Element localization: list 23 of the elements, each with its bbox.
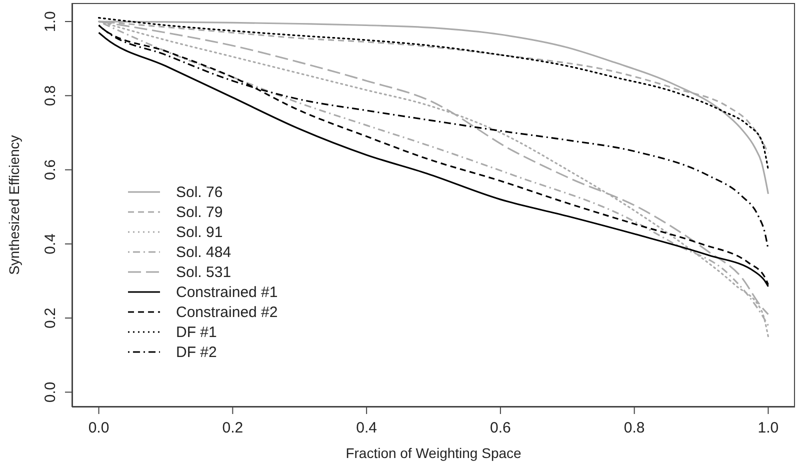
- x-axis-title: Fraction of Weighting Space: [346, 445, 522, 461]
- x-tick-label: 0.0: [88, 420, 110, 437]
- y-tick-label: 1.0: [42, 11, 59, 32]
- y-tick-label: 0.2: [42, 308, 59, 328]
- legend-label: Sol. 531: [176, 264, 232, 280]
- legend-label: DF #1: [176, 324, 217, 340]
- y-tick-label: 0.8: [42, 85, 59, 106]
- legend-label: Constrained #1: [176, 284, 278, 300]
- legend-label: Sol. 91: [176, 224, 223, 240]
- legend-label: Sol. 79: [176, 204, 223, 220]
- legend-label: Constrained #2: [176, 304, 278, 320]
- legend-label: Sol. 76: [176, 184, 223, 200]
- x-tick-label: 0.6: [490, 420, 511, 437]
- y-tick-label: 0.4: [42, 233, 59, 254]
- y-tick-label: 0.0: [42, 382, 59, 403]
- y-axis-title: Synthesized Efficiency: [6, 135, 22, 275]
- x-tick-label: 0.4: [356, 420, 377, 437]
- x-tick-label: 0.2: [222, 420, 244, 437]
- legend-label: DF #2: [176, 344, 217, 360]
- y-tick-label: 0.6: [42, 159, 59, 180]
- x-tick-label: 0.8: [624, 420, 645, 437]
- legend-label: Sol. 484: [176, 244, 232, 260]
- x-tick-label: 1.0: [758, 420, 779, 437]
